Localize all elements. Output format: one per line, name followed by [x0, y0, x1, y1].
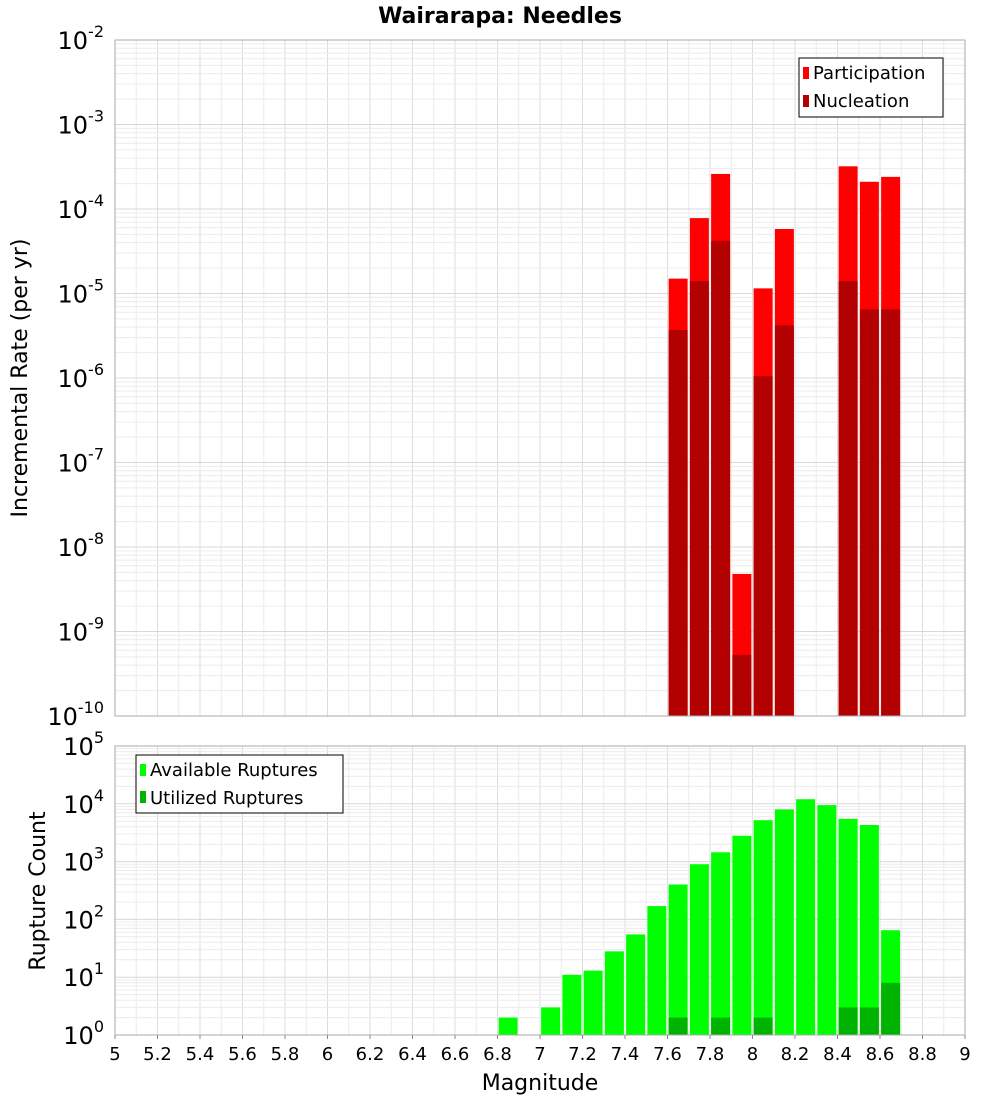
count-bar-utilized-ruptures	[838, 1007, 858, 1035]
rate-y-tick-label: 10-7	[58, 445, 105, 478]
nucleation-legend-label: Nucleation	[813, 91, 909, 112]
rate-y-tick-label: 10-2	[58, 22, 105, 55]
x-tick-label: 7.2	[568, 1044, 597, 1065]
count-bar-available-ruptures	[753, 820, 773, 1035]
count-bar-utilized-ruptures	[711, 1017, 731, 1035]
rate-bar-nucleation	[732, 654, 752, 716]
x-tick-label: 8.2	[781, 1044, 810, 1065]
count-panel: 100 101 102 103 104 105 Rupture Count Availab…	[26, 728, 966, 1050]
x-tick-label: 6	[322, 1044, 333, 1065]
x-tick-label: 5.2	[143, 1044, 172, 1065]
count-bar-available-ruptures	[689, 864, 709, 1035]
x-tick-label: 5.6	[228, 1044, 257, 1065]
participation-legend-swatch	[803, 67, 809, 79]
x-tick-label: 6.8	[483, 1044, 512, 1065]
count-y-tick-label: 102	[63, 901, 104, 934]
count-bar-available-ruptures	[498, 1017, 518, 1035]
count-bar-available-ruptures	[647, 906, 667, 1035]
count-bar-utilized-ruptures	[881, 982, 901, 1035]
rate-bar-nucleation	[859, 309, 879, 716]
rate-bar-nucleation	[881, 309, 901, 716]
rate-y-tick-label: 10-5	[58, 276, 105, 309]
x-tick-labels: 5 5.2 5.4 5.6 5.8 6 6.2 6.4 6.6 6.8 7 7.2 7.4 7.6 7.8 8…	[109, 1035, 971, 1065]
rate-y-tick-label: 10-6	[58, 360, 105, 393]
x-tick-label: 7.4	[611, 1044, 640, 1065]
rate-bar-nucleation	[753, 376, 773, 716]
count-bar-available-ruptures	[838, 818, 858, 1035]
x-tick-label: 6.2	[356, 1044, 385, 1065]
rate-y-tick-label: 10-3	[58, 107, 105, 140]
count-legend-box	[135, 754, 344, 814]
count-bar-utilized-ruptures	[668, 1017, 688, 1035]
available-legend-label: Available Ruptures	[150, 760, 318, 781]
x-tick-label: 6.4	[398, 1044, 427, 1065]
rate-bar-nucleation	[711, 240, 731, 716]
count-bar-available-ruptures	[859, 824, 879, 1035]
chart-title: Wairarapa: Needles	[378, 4, 622, 29]
count-bars	[498, 799, 901, 1035]
rate-plot-frame	[114, 39, 966, 717]
count-bar-utilized-ruptures	[859, 1007, 879, 1035]
x-tick-label: 9	[959, 1044, 970, 1065]
utilized-legend-label: Utilized Ruptures	[150, 788, 303, 809]
rate-bars	[668, 166, 901, 717]
x-tick-label: 8	[747, 1044, 758, 1065]
rate-bar-nucleation	[668, 329, 688, 716]
count-bar-available-ruptures	[562, 974, 582, 1035]
count-y-tick-label: 101	[63, 959, 104, 992]
rate-legend: Participation Nucleation	[798, 57, 944, 118]
rate-panel: 10-10 10-9 10-8 10-7 10-6 10-5 10-4 10-3 10-2 In…	[8, 22, 966, 731]
count-bar-available-ruptures	[711, 852, 731, 1035]
nucleation-legend-swatch	[803, 95, 809, 107]
rate-grid	[114, 40, 966, 717]
rate-y-axis-label: Incremental Rate (per yr)	[8, 239, 33, 518]
x-tick-label: 7.8	[696, 1044, 725, 1065]
rate-y-tick-label: 10-8	[58, 529, 105, 562]
x-tick-label: 8.4	[823, 1044, 852, 1065]
count-bar-available-ruptures	[668, 884, 688, 1035]
rate-y-ticks: 10-10 10-9 10-8 10-7 10-6 10-5 10-4 10-3 10-2	[47, 22, 104, 731]
x-tick-label: 8.8	[908, 1044, 937, 1065]
participation-legend-label: Participation	[813, 63, 925, 84]
count-bar-available-ruptures	[732, 835, 752, 1035]
count-bar-available-ruptures	[774, 809, 794, 1035]
count-y-axis-label: Rupture Count	[26, 811, 51, 971]
count-y-tick-label: 104	[63, 786, 104, 819]
x-tick-label: 5.4	[186, 1044, 215, 1065]
x-tick-label: 5.8	[271, 1044, 300, 1065]
rate-bar-nucleation	[689, 281, 709, 716]
x-tick-label: 7.6	[653, 1044, 682, 1065]
x-tick-label: 6.6	[441, 1044, 470, 1065]
rate-y-tick-label: 10-9	[58, 614, 105, 647]
count-bar-available-ruptures	[796, 799, 816, 1035]
rate-bar-nucleation	[838, 281, 858, 716]
utilized-legend-swatch	[140, 791, 146, 803]
rate-y-tick-label: 10-4	[58, 191, 105, 224]
count-y-tick-label: 103	[63, 844, 104, 877]
count-bar-available-ruptures	[604, 951, 624, 1035]
x-tick-label: 7	[534, 1044, 545, 1065]
x-tick-label: 5	[109, 1044, 120, 1065]
x-axis-label: Magnitude	[482, 1071, 599, 1096]
rate-y-tick-label: 10-10	[47, 698, 104, 731]
count-bar-available-ruptures	[541, 1007, 561, 1035]
count-legend: Available Ruptures Utilized Ruptures	[135, 754, 344, 814]
count-bar-available-ruptures	[626, 934, 646, 1035]
x-tick-label: 8.6	[866, 1044, 895, 1065]
count-y-ticks: 100 101 102 103 104 105	[63, 728, 104, 1050]
count-bar-available-ruptures	[817, 805, 837, 1035]
count-bar-utilized-ruptures	[753, 1017, 773, 1035]
count-bar-available-ruptures	[583, 970, 603, 1035]
count-y-tick-label: 100	[63, 1017, 104, 1050]
rate-legend-box	[798, 57, 944, 118]
available-legend-swatch	[140, 764, 146, 776]
rate-bar-nucleation	[774, 325, 794, 716]
count-y-tick-label: 105	[63, 728, 104, 761]
